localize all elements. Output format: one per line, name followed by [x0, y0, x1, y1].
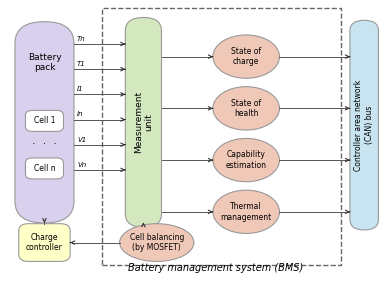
Text: Battery
pack: Battery pack: [28, 53, 61, 72]
Ellipse shape: [213, 87, 280, 130]
Ellipse shape: [120, 224, 194, 261]
FancyBboxPatch shape: [26, 110, 63, 132]
FancyBboxPatch shape: [350, 20, 379, 230]
Bar: [102, 8, 342, 265]
Text: Cell 1: Cell 1: [34, 116, 55, 125]
Text: Vn: Vn: [77, 162, 86, 168]
Text: State of
charge: State of charge: [231, 47, 261, 66]
Text: Charge
controller: Charge controller: [26, 233, 63, 252]
Text: Capability
estimation: Capability estimation: [226, 150, 267, 170]
FancyBboxPatch shape: [125, 17, 162, 227]
FancyBboxPatch shape: [26, 158, 63, 179]
FancyBboxPatch shape: [15, 22, 74, 223]
Text: I1: I1: [77, 86, 84, 92]
Text: Measurement
unit: Measurement unit: [134, 91, 153, 153]
FancyBboxPatch shape: [19, 224, 70, 261]
Ellipse shape: [213, 190, 280, 234]
Text: ·  ·  ·: · · ·: [32, 139, 57, 149]
Text: V1: V1: [77, 137, 86, 143]
Text: Battery management system (BMS): Battery management system (BMS): [128, 263, 303, 273]
Ellipse shape: [213, 139, 280, 182]
Text: State of
health: State of health: [231, 99, 261, 118]
Text: Cell balancing
(by MOSFET): Cell balancing (by MOSFET): [129, 233, 184, 252]
Text: Thermal
management: Thermal management: [220, 202, 272, 221]
Text: In: In: [77, 112, 84, 117]
Text: Tn: Tn: [77, 36, 86, 42]
Ellipse shape: [213, 35, 280, 78]
Text: Cell n: Cell n: [34, 164, 55, 173]
Text: T1: T1: [77, 61, 86, 67]
Text: Controller area network
(CAN) bus: Controller area network (CAN) bus: [354, 80, 374, 171]
